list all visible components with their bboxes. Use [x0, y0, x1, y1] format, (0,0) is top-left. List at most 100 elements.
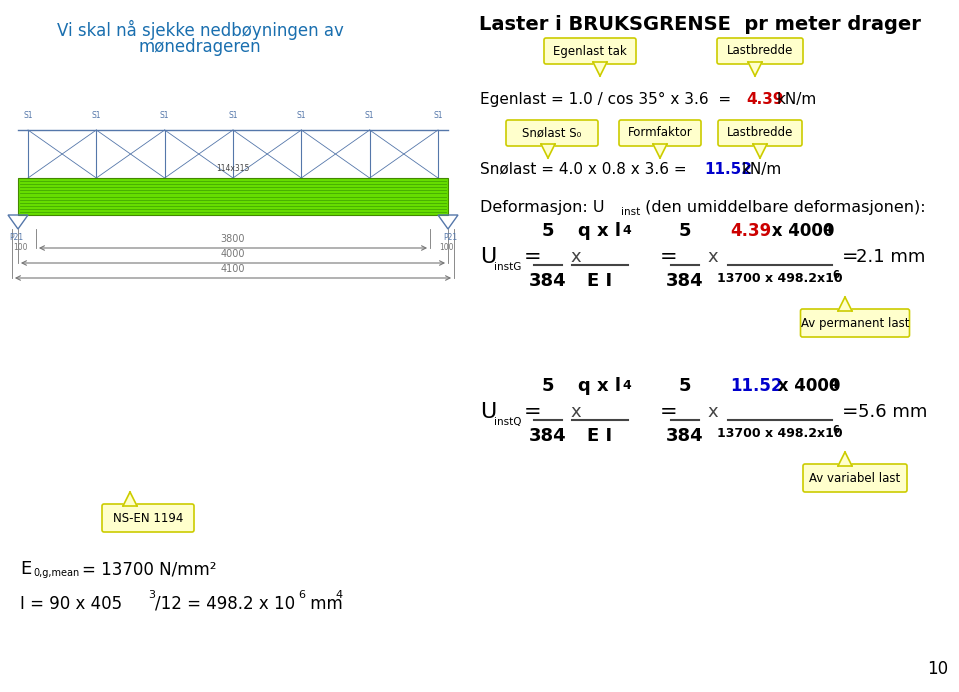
Text: S1: S1 [296, 111, 306, 120]
Text: x 4000: x 4000 [766, 222, 834, 240]
Polygon shape [593, 62, 607, 76]
Text: =: = [660, 247, 678, 267]
Text: =: = [524, 402, 542, 422]
Text: 4000: 4000 [221, 249, 246, 259]
Text: 3: 3 [148, 590, 155, 600]
Text: Vi skal nå sjekke nedbøyningen av: Vi skal nå sjekke nedbøyningen av [57, 20, 343, 40]
Text: inst: inst [621, 207, 641, 217]
FancyBboxPatch shape [803, 464, 907, 492]
Text: S1: S1 [23, 111, 33, 120]
FancyBboxPatch shape [506, 120, 598, 146]
Polygon shape [541, 144, 555, 158]
Text: 384: 384 [529, 272, 567, 290]
Text: 4100: 4100 [221, 264, 246, 274]
Text: x: x [570, 248, 580, 266]
Text: mønedrageren: mønedrageren [139, 38, 261, 56]
Text: =: = [660, 402, 678, 422]
Polygon shape [838, 297, 852, 311]
Text: 5: 5 [542, 222, 554, 240]
Text: 100: 100 [12, 244, 27, 253]
Text: x: x [707, 403, 717, 421]
Text: x 4000: x 4000 [772, 377, 840, 395]
Text: 5: 5 [542, 377, 554, 395]
Text: 4: 4 [335, 590, 342, 600]
Text: x: x [707, 248, 717, 266]
Text: q x l: q x l [578, 377, 621, 395]
Text: instG: instG [494, 262, 522, 272]
Text: Lastbredde: Lastbredde [727, 127, 793, 140]
Text: NS-EN 1194: NS-EN 1194 [113, 511, 183, 525]
Text: q x l: q x l [578, 222, 621, 240]
Text: 6: 6 [298, 590, 305, 600]
Polygon shape [753, 144, 767, 158]
Text: Snølast = 4.0 x 0.8 x 3.6 =: Snølast = 4.0 x 0.8 x 3.6 = [480, 162, 687, 177]
FancyBboxPatch shape [102, 504, 194, 532]
Polygon shape [748, 62, 762, 76]
Text: S1: S1 [433, 111, 443, 120]
Text: 384: 384 [667, 272, 704, 290]
Text: 13700 x 498.2x10: 13700 x 498.2x10 [717, 427, 843, 440]
Text: 5: 5 [679, 222, 691, 240]
Text: 13700 x 498.2x10: 13700 x 498.2x10 [717, 272, 843, 285]
Text: instQ: instQ [494, 417, 522, 427]
Text: (den umiddelbare deformasjonen):: (den umiddelbare deformasjonen): [640, 200, 925, 215]
Text: 5.6 mm: 5.6 mm [858, 403, 927, 421]
Text: 11.52: 11.52 [730, 377, 783, 395]
Text: Av permanent last: Av permanent last [801, 316, 909, 329]
Text: S1: S1 [91, 111, 101, 120]
Text: E I: E I [588, 427, 613, 445]
Text: Deformasjon: U: Deformasjon: U [480, 200, 604, 215]
Text: 0,g,mean: 0,g,mean [33, 568, 80, 578]
Text: P21: P21 [443, 233, 457, 242]
Text: kN/m: kN/m [742, 162, 783, 177]
Text: 4: 4 [622, 224, 631, 237]
Text: P21: P21 [9, 233, 23, 242]
Text: 2.1 mm: 2.1 mm [856, 248, 925, 266]
Text: Av variabel last: Av variabel last [809, 471, 901, 484]
Text: U: U [480, 402, 496, 422]
Text: =: = [524, 247, 542, 267]
FancyBboxPatch shape [718, 120, 802, 146]
Text: 6: 6 [832, 425, 839, 435]
Text: 4.39: 4.39 [730, 222, 771, 240]
Text: Snølast S₀: Snølast S₀ [523, 127, 581, 140]
Text: x: x [570, 403, 580, 421]
FancyBboxPatch shape [619, 120, 701, 146]
FancyBboxPatch shape [544, 38, 636, 64]
Text: I = 90 x 405: I = 90 x 405 [20, 595, 122, 613]
Text: 11.52: 11.52 [704, 162, 752, 177]
Text: 5: 5 [679, 377, 691, 395]
Text: mm: mm [305, 595, 342, 613]
Text: Egenlast = 1.0 / cos 35° x 3.6  =: Egenlast = 1.0 / cos 35° x 3.6 = [480, 92, 731, 107]
Polygon shape [123, 492, 137, 506]
Text: = 13700 N/mm²: = 13700 N/mm² [82, 560, 217, 578]
Text: 114x315: 114x315 [217, 164, 249, 173]
Text: E: E [20, 560, 32, 578]
Text: S1: S1 [228, 111, 238, 120]
Text: Lastbredde: Lastbredde [727, 44, 793, 57]
Text: 3800: 3800 [221, 234, 246, 244]
Text: 384: 384 [529, 427, 567, 445]
Text: =: = [842, 248, 865, 266]
Text: 6: 6 [832, 270, 839, 280]
Text: 4: 4 [829, 378, 838, 391]
Text: 384: 384 [667, 427, 704, 445]
Bar [18, 178, 448, 215]
Text: Formfaktor: Formfaktor [627, 127, 692, 140]
Text: E I: E I [588, 272, 613, 290]
Text: 100: 100 [439, 244, 454, 253]
Text: 4.39: 4.39 [746, 92, 784, 107]
Text: 4: 4 [823, 223, 831, 236]
Text: U: U [480, 247, 496, 267]
Text: kN/m: kN/m [777, 92, 817, 107]
Text: =: = [842, 403, 858, 421]
Text: 4: 4 [622, 379, 631, 392]
Text: S1: S1 [160, 111, 170, 120]
Text: S1: S1 [365, 111, 374, 120]
Polygon shape [838, 452, 852, 466]
FancyBboxPatch shape [717, 38, 803, 64]
Text: 10: 10 [927, 660, 948, 678]
Text: Laster i BRUKSGRENSE  pr meter drager: Laster i BRUKSGRENSE pr meter drager [480, 15, 921, 34]
Text: Egenlast tak: Egenlast tak [553, 44, 627, 57]
Polygon shape [653, 144, 667, 158]
